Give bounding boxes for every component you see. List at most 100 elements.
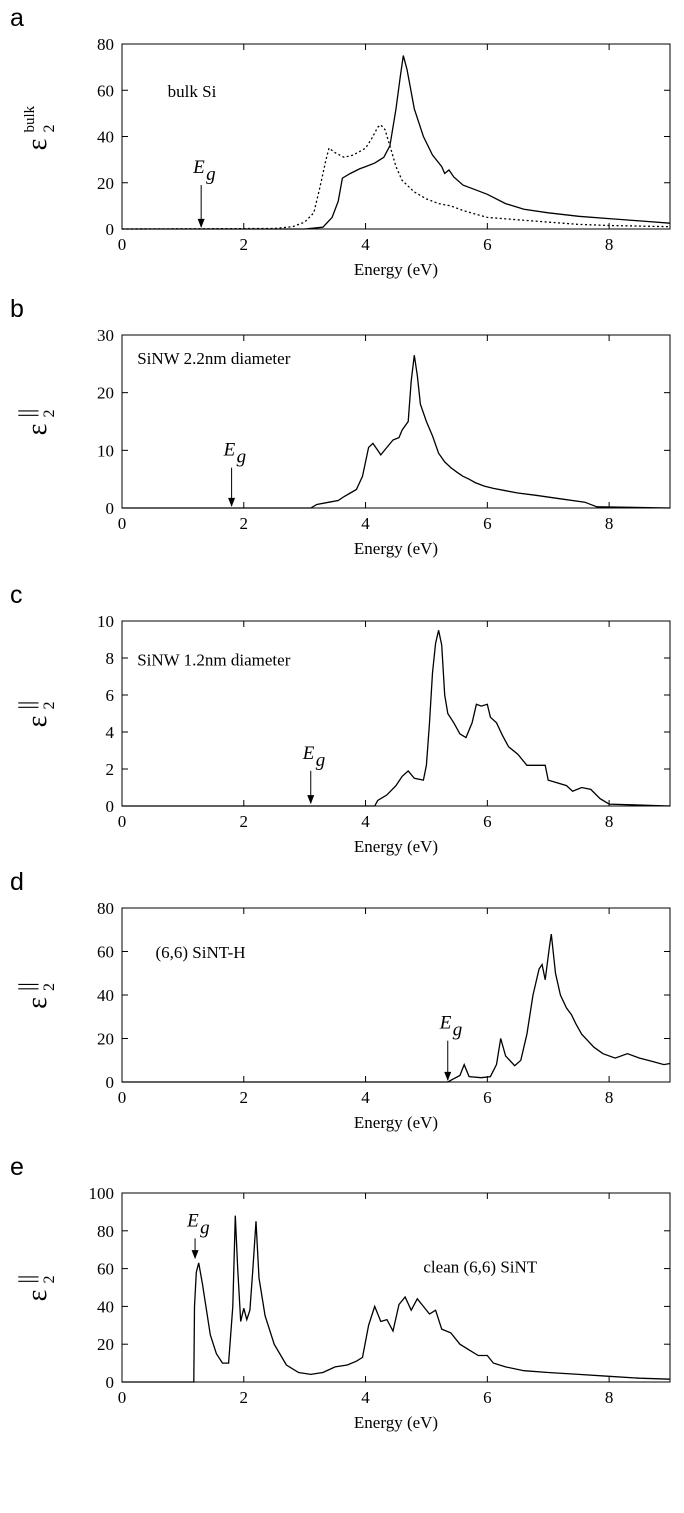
y-axis-superscript: bulk [22,105,38,132]
y-axis-subscript: 2 [41,702,58,710]
y-tick-label: 20 [97,384,114,403]
x-tick-label: 0 [118,1388,127,1407]
eg-arrow-head [228,497,236,507]
annotation-label: SiNW 1.2nm diameter [137,650,290,669]
y-tick-label: 60 [97,1260,114,1279]
x-tick-label: 4 [361,235,370,254]
y-tick-label: 0 [106,499,115,518]
plot-frame [121,334,671,509]
y-axis-title: ε 2|| [14,1275,58,1302]
y-tick-label: 20 [97,1335,114,1354]
y-tick-label: 0 [106,1073,115,1092]
y-tick-label: 40 [97,128,114,147]
eg-label-subscript: g [316,750,326,771]
x-axis-title: Energy (eV) [354,260,438,279]
x-tick-label: 6 [483,235,492,254]
y-tick-label: 0 [106,220,115,239]
eg-arrow-head [191,1250,199,1260]
x-tick-label: 0 [118,514,127,533]
x-tick-label: 2 [240,812,249,831]
eg-arrow-head [307,795,315,805]
y-tick-label: 20 [97,1030,114,1049]
x-tick-label: 4 [361,812,370,831]
x-tick-label: 2 [240,1388,249,1407]
eg-label: E [192,157,205,178]
y-axis-superscript: || [14,409,39,418]
x-tick-label: 6 [483,514,492,533]
y-tick-label: 80 [97,35,114,54]
y-axis-title: ε 2|| [14,982,58,1009]
y-axis-symbol: ε [22,716,53,728]
x-tick-label: 2 [240,235,249,254]
x-tick-label: 4 [361,1388,370,1407]
y-tick-label: 8 [106,649,115,668]
series-line-solid [122,55,671,230]
plot-frame [121,620,671,807]
x-tick-label: 2 [240,514,249,533]
y-axis-superscript: || [14,982,39,991]
plot-frame [121,907,671,1083]
y-tick-label: 0 [106,797,115,816]
series-line-dotted [121,124,671,230]
x-tick-label: 6 [483,1388,492,1407]
y-tick-label: 40 [97,986,114,1005]
x-axis-title: Energy (eV) [354,1113,438,1132]
y-axis-subscript: 2 [41,1276,58,1284]
x-axis-title: Energy (eV) [354,1413,438,1432]
eg-label-subscript: g [206,164,216,185]
x-tick-label: 4 [361,1088,370,1107]
x-tick-label: 0 [118,812,127,831]
y-axis-symbol: ε [22,997,53,1009]
y-tick-label: 4 [106,723,115,742]
y-tick-label: 30 [97,326,114,345]
series-line-solid [122,1215,671,1383]
y-axis-subscript: 2 [41,983,58,991]
panel-letter: c [10,581,23,609]
annotation-label: clean (6,6) SiNT [423,1257,537,1276]
y-tick-label: 60 [97,943,114,962]
y-axis-symbol: ε [22,424,53,436]
x-axis-title: Energy (eV) [354,837,438,856]
y-tick-label: 10 [97,441,114,460]
y-axis-title: ε 2|| [14,409,58,436]
y-tick-label: 6 [106,686,115,705]
eg-label-subscript: g [200,1217,210,1238]
y-axis-subscript: 2 [41,125,58,133]
panel-letter: b [10,295,24,323]
y-tick-label: 0 [106,1373,115,1392]
y-tick-label: 20 [97,174,114,193]
y-axis-superscript: || [14,701,39,710]
x-tick-label: 6 [483,812,492,831]
y-tick-label: 80 [97,899,114,918]
eg-arrow-head [444,1071,452,1081]
y-tick-label: 10 [97,612,114,631]
annotation-label: (6,6) SiNT-H [155,943,245,962]
x-axis-title: Energy (eV) [354,539,438,558]
eg-label-subscript: g [453,1020,463,1041]
x-tick-label: 8 [605,812,614,831]
eg-label: E [223,440,236,461]
eg-label-subscript: g [237,447,247,468]
panel-letter: a [10,4,24,32]
eg-label: E [302,743,315,764]
eg-arrow-head [197,218,205,228]
series-line-solid [122,355,671,509]
panel-letter: d [10,868,24,896]
annotation-label: bulk Si [168,82,217,101]
eg-label: E [439,1013,452,1034]
plot-frame [121,1192,671,1383]
series-line-solid [122,630,671,807]
x-tick-label: 2 [240,1088,249,1107]
y-tick-label: 2 [106,760,115,779]
x-tick-label: 8 [605,1388,614,1407]
y-axis-title: ε 2|| [14,701,58,728]
y-axis-symbol: ε [22,1290,53,1302]
panel-letter: e [10,1153,24,1181]
